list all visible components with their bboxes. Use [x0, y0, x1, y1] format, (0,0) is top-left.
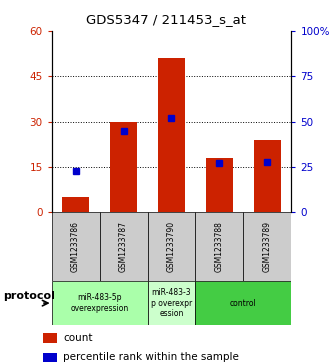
Bar — [243, 212, 291, 281]
Bar — [195, 281, 291, 325]
Text: percentile rank within the sample: percentile rank within the sample — [63, 352, 239, 362]
Bar — [62, 197, 89, 212]
Bar — [195, 212, 243, 281]
Bar — [148, 212, 195, 281]
Bar — [206, 158, 233, 212]
Text: GSM1233787: GSM1233787 — [119, 221, 128, 272]
Text: control: control — [230, 299, 257, 307]
Bar — [100, 212, 148, 281]
Bar — [43, 352, 57, 362]
Text: miR-483-5p
overexpression: miR-483-5p overexpression — [71, 293, 129, 313]
Text: GSM1233789: GSM1233789 — [263, 221, 272, 272]
Text: GSM1233790: GSM1233790 — [167, 221, 176, 272]
Bar — [148, 281, 195, 325]
Text: GDS5347 / 211453_s_at: GDS5347 / 211453_s_at — [87, 13, 246, 26]
Text: GSM1233786: GSM1233786 — [71, 221, 80, 272]
Bar — [52, 212, 100, 281]
Text: GSM1233788: GSM1233788 — [215, 221, 224, 272]
Bar — [110, 122, 137, 212]
Text: protocol: protocol — [3, 291, 55, 301]
Bar — [43, 334, 57, 343]
Text: count: count — [63, 333, 93, 343]
Bar — [254, 140, 281, 212]
Bar — [52, 281, 148, 325]
Bar — [158, 58, 185, 212]
Text: miR-483-3
p overexpr
ession: miR-483-3 p overexpr ession — [151, 288, 192, 318]
